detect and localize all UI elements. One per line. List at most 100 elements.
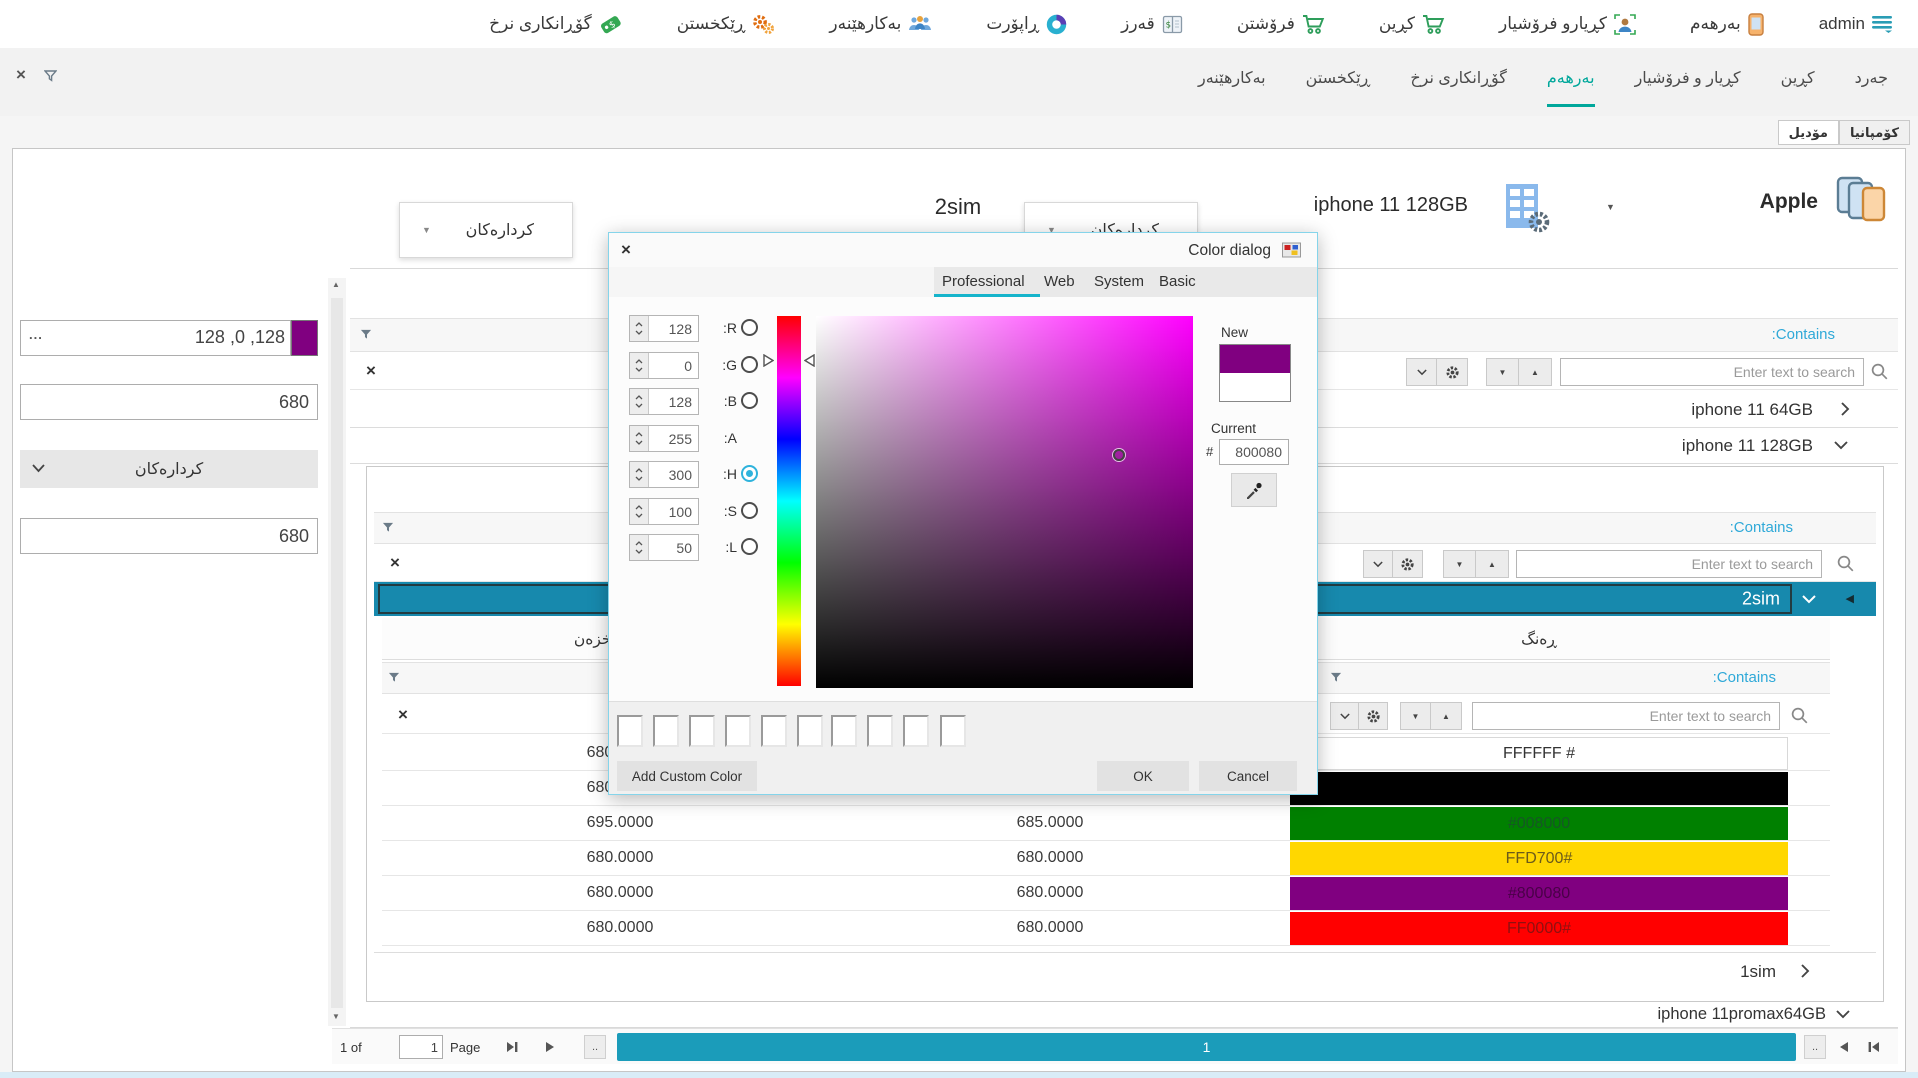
model-grid-icon[interactable] (1498, 180, 1552, 234)
table-row[interactable]: 680.0000 680.0000 #800080 (382, 876, 1830, 911)
filter-options-buttons[interactable] (1330, 702, 1388, 730)
green-spinner[interactable] (629, 352, 699, 379)
master-row-promax[interactable]: iphone 11promax64GB (350, 1002, 1898, 1028)
toolbar-item-debt[interactable]: $ قەرز (1121, 14, 1183, 34)
tab-basic[interactable]: Basic (1159, 273, 1196, 290)
sort-buttons[interactable]: ▼ ▲ (1400, 702, 1462, 730)
column-header-color[interactable]: ڕەنگ (1521, 631, 1557, 648)
spin-buttons[interactable] (630, 316, 649, 341)
gear-icon[interactable] (1393, 550, 1423, 578)
search-input[interactable] (1472, 702, 1780, 730)
chevron-down-icon[interactable] (1330, 702, 1359, 730)
chevron-down-icon[interactable] (1836, 1010, 1850, 1019)
custom-color-slot[interactable] (653, 715, 679, 747)
price-field-2[interactable] (20, 518, 318, 554)
chevron-right-icon[interactable] (1801, 964, 1810, 978)
custom-color-slot[interactable] (617, 715, 643, 747)
custom-color-slot[interactable] (689, 715, 715, 747)
custom-color-slot[interactable] (761, 715, 787, 747)
custom-color-slot[interactable] (725, 715, 751, 747)
tab-customer-seller[interactable]: کڕیار و فرۆشیار (1634, 70, 1741, 87)
chevron-right-icon[interactable] (1841, 402, 1850, 416)
hue-spinner[interactable] (629, 461, 699, 488)
tab-settings[interactable]: ڕێکخستن (1305, 70, 1371, 87)
pager-next-icon[interactable] (540, 1037, 560, 1057)
vertical-scrollbar[interactable]: ▲ ▼ (328, 278, 346, 1026)
pager-first-icon[interactable] (1862, 1037, 1886, 1057)
collapse-left-icon[interactable]: ◀ (1845, 593, 1854, 605)
spin-buttons[interactable] (630, 353, 649, 378)
blue-spinner[interactable] (629, 388, 699, 415)
pager-last-icon[interactable] (500, 1037, 524, 1057)
chevron-down-icon[interactable] (1834, 441, 1848, 450)
lightness-radio[interactable] (741, 538, 758, 555)
scroll-up-icon[interactable]: ▲ (332, 280, 340, 289)
scrollbar-track[interactable] (331, 298, 343, 1008)
filter-funnel-icon[interactable] (382, 522, 394, 534)
table-row[interactable]: 680.0000 680.0000 FFD700# (382, 841, 1830, 876)
search-icon[interactable] (1836, 554, 1855, 573)
eyedropper-button[interactable] (1231, 473, 1277, 507)
blue-radio[interactable] (741, 392, 758, 409)
sort-buttons[interactable]: ▼ ▲ (1486, 358, 1552, 386)
color-position-marker[interactable] (1113, 449, 1125, 461)
hue-marker-right-icon[interactable] (763, 354, 774, 367)
cancel-button[interactable]: Cancel (1199, 761, 1297, 791)
spin-buttons[interactable] (630, 535, 649, 560)
chevron-down-icon[interactable] (1802, 595, 1816, 604)
alpha-spinner[interactable] (629, 425, 699, 452)
sort-buttons[interactable]: ▼ ▲ (1443, 550, 1509, 578)
add-custom-color-button[interactable]: Add Custom Color (617, 761, 757, 791)
triangle-down-icon[interactable]: ▼ (1443, 550, 1476, 578)
toolbar-item-customer-seller[interactable]: کڕیارو فرۆشیار (1499, 13, 1636, 35)
filter-funnel-icon[interactable] (44, 70, 57, 83)
custom-color-slot[interactable] (940, 715, 966, 747)
tab-buy[interactable]: کڕین (1780, 70, 1815, 87)
dialog-titlebar[interactable]: × Color dialog (609, 233, 1317, 267)
custom-color-slot[interactable] (797, 715, 823, 747)
table-row[interactable]: 695.0000 685.0000 #008000 (382, 806, 1830, 841)
saturation-spinner[interactable] (629, 498, 699, 525)
toolbar-item-report[interactable]: ڕاپۆرت (986, 14, 1067, 35)
tab-system[interactable]: System (1094, 273, 1145, 290)
search-icon[interactable] (1870, 362, 1889, 381)
triangle-down-icon[interactable]: ▼ (1400, 702, 1431, 730)
close-filter-icon[interactable]: × (16, 65, 26, 84)
search-icon[interactable] (1790, 706, 1809, 725)
hex-input[interactable] (1220, 440, 1288, 464)
triangle-up-icon[interactable]: ▲ (1519, 358, 1552, 386)
tab-inventory[interactable]: جەرد (1854, 70, 1888, 87)
ok-button[interactable]: OK (1097, 761, 1189, 791)
blue-value[interactable] (649, 389, 698, 414)
filter-options-buttons[interactable] (1363, 550, 1423, 578)
scroll-down-icon[interactable]: ▼ (332, 1012, 340, 1021)
triangle-down-icon[interactable]: ▼ (1486, 358, 1519, 386)
clear-filter-icon[interactable]: × (398, 705, 408, 724)
saturation-value[interactable] (649, 499, 698, 524)
spin-buttons[interactable] (630, 389, 649, 414)
subtab-model[interactable]: مۆدیل (1777, 120, 1839, 145)
filter-funnel-icon[interactable] (388, 672, 400, 684)
chevron-down-icon[interactable] (1363, 550, 1393, 578)
table-row[interactable]: 680.0000 680.0000 FF0000# (382, 911, 1830, 946)
spin-buttons[interactable] (630, 462, 649, 487)
saturation-brightness-field[interactable] (816, 316, 1193, 688)
hue-radio[interactable] (741, 465, 758, 482)
lightness-spinner[interactable] (629, 534, 699, 561)
price-field-1[interactable] (20, 384, 318, 420)
filter-funnel-icon[interactable] (1330, 672, 1342, 684)
toolbar-item-sell[interactable]: فرۆشتن (1237, 14, 1325, 35)
filter-contains-label[interactable]: :Contains (1729, 519, 1793, 536)
lightness-value[interactable] (649, 535, 698, 560)
gear-icon[interactable] (1359, 702, 1388, 730)
tab-web[interactable]: Web (1044, 273, 1075, 290)
tab-professional[interactable]: Professional (942, 273, 1025, 290)
saturation-radio[interactable] (741, 502, 758, 519)
search-input[interactable] (1560, 358, 1864, 386)
toolbar-item-users[interactable]: بەکارهێنەر (829, 14, 932, 34)
pager-more-left[interactable]: .. (584, 1035, 606, 1059)
pager-prev-icon[interactable] (1834, 1037, 1854, 1057)
filter-funnel-icon[interactable] (360, 329, 372, 341)
toolbar-item-settings[interactable]: ڕێکخستن (677, 14, 776, 35)
green-value[interactable] (649, 353, 698, 378)
